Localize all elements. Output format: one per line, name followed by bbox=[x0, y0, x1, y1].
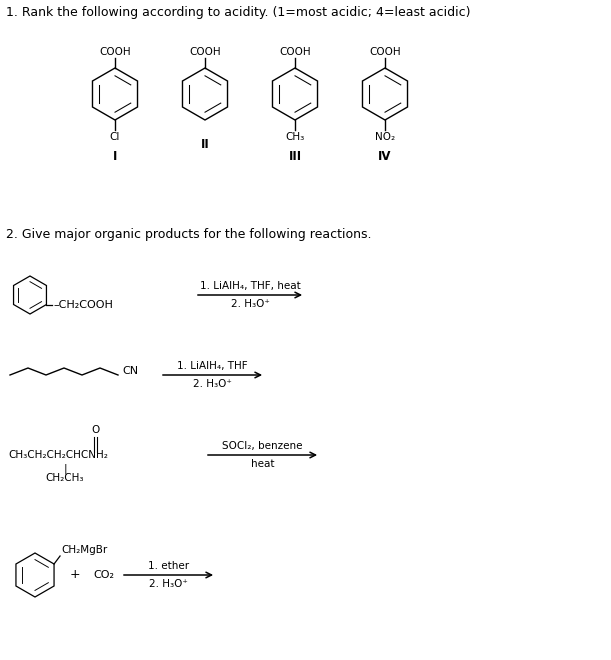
Text: 2. H₃O⁺: 2. H₃O⁺ bbox=[193, 379, 232, 389]
Text: +: + bbox=[70, 568, 80, 581]
Text: COOH: COOH bbox=[279, 47, 311, 57]
Text: 1. LiAlH₄, THF: 1. LiAlH₄, THF bbox=[177, 361, 248, 371]
Text: 1. Rank the following according to acidity. (1=most acidic; 4=least acidic): 1. Rank the following according to acidi… bbox=[6, 6, 470, 19]
Text: 2. H₃O⁺: 2. H₃O⁺ bbox=[149, 579, 188, 589]
Text: |: | bbox=[63, 463, 67, 473]
Text: I: I bbox=[113, 150, 117, 163]
Text: CN: CN bbox=[122, 366, 138, 376]
Text: –CH₂COOH: –CH₂COOH bbox=[53, 300, 113, 310]
Text: COOH: COOH bbox=[189, 47, 221, 57]
Text: COOH: COOH bbox=[369, 47, 401, 57]
Text: heat: heat bbox=[251, 459, 274, 469]
Text: CH₃CH₂CH₂CHCNH₂: CH₃CH₂CH₂CHCNH₂ bbox=[8, 450, 108, 460]
Text: SOCl₂, benzene: SOCl₂, benzene bbox=[222, 441, 302, 451]
Text: 2. Give major organic products for the following reactions.: 2. Give major organic products for the f… bbox=[6, 228, 371, 241]
Text: 1. ether: 1. ether bbox=[148, 561, 189, 571]
Text: 2. H₃O⁺: 2. H₃O⁺ bbox=[230, 299, 269, 309]
Text: II: II bbox=[200, 138, 210, 151]
Text: CH₂MgBr: CH₂MgBr bbox=[61, 545, 108, 555]
Text: COOH: COOH bbox=[99, 47, 131, 57]
Text: CH₂CH₃: CH₂CH₃ bbox=[46, 473, 84, 483]
Text: CO₂: CO₂ bbox=[93, 570, 114, 580]
Text: O: O bbox=[91, 425, 99, 435]
Text: NO₂: NO₂ bbox=[375, 132, 395, 142]
Text: IV: IV bbox=[378, 150, 392, 163]
Text: Cl: Cl bbox=[110, 132, 120, 142]
Text: 1. LiAlH₄, THF, heat: 1. LiAlH₄, THF, heat bbox=[200, 281, 301, 291]
Text: CH₃: CH₃ bbox=[285, 132, 305, 142]
Text: III: III bbox=[288, 150, 302, 163]
